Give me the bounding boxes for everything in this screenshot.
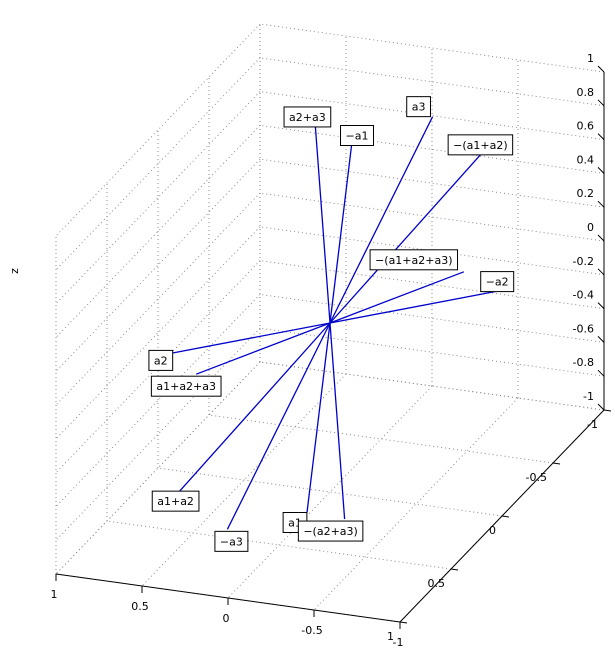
vector-label-6: a1+a2 <box>151 490 200 512</box>
z-tick-mark-5 <box>597 234 605 242</box>
vector-label-box-7 <box>447 134 514 156</box>
z-tick-label-8: 0.6 <box>577 120 595 133</box>
vector-line-10 <box>195 322 331 375</box>
vector-label-5: −a3 <box>214 530 249 552</box>
z-tick-label-5: 0 <box>587 221 594 234</box>
x-tick-label-0: -1 <box>587 418 598 431</box>
vector-label-text-3: −a2 <box>486 276 509 289</box>
vector-label-text-8: a2+a3 <box>289 111 326 124</box>
z-tick-mark-9 <box>597 99 605 107</box>
vector-label-text-11: −(a1+a2+a3) <box>375 254 452 267</box>
grid-wall-y-z-10 <box>55 23 261 237</box>
x-tick-label-2: 0 <box>489 524 496 537</box>
vector-label-text-6: a1+a2 <box>157 495 194 508</box>
y-tick-label-2: 0 <box>223 612 230 625</box>
vector-line-0 <box>306 322 331 513</box>
x-tick-label-4: 1 <box>387 630 394 643</box>
vector-label-4: a3 <box>406 96 431 118</box>
grid-floor-y-1 <box>313 397 519 611</box>
z-tick-mark-3 <box>597 302 605 309</box>
vector-label-9: −(a2+a3) <box>297 520 364 542</box>
grid-wall-y-z-2 <box>55 294 261 507</box>
z-tick-mark-0 <box>597 403 605 411</box>
grid-floor-x-1 <box>208 414 554 464</box>
z-axis-title: z <box>8 268 21 274</box>
y-tick-label-4: 1 <box>51 588 58 601</box>
z-tick-mark-1 <box>597 369 605 377</box>
vector-label-box-10 <box>150 375 222 397</box>
z-tick-label-2: -0.6 <box>573 322 594 335</box>
vector-label-text-9: −(a2+a3) <box>303 525 358 538</box>
z-tick-label-10: 1 <box>587 52 594 65</box>
vector-line-3 <box>329 288 506 324</box>
z-tick-mark-4 <box>597 268 605 276</box>
x-tick-mark-1 <box>552 462 561 465</box>
vector-label-box-9 <box>297 520 364 542</box>
vector-label-box-5 <box>214 530 249 552</box>
vector-label-8: a2+a3 <box>283 106 332 128</box>
x-tick-mark-0 <box>603 409 612 412</box>
x-tick-label-3: 0.5 <box>428 577 446 590</box>
z-tick-mark-6 <box>597 200 605 208</box>
vector-line-5 <box>226 322 331 530</box>
vector-label-2: a2 <box>148 349 174 371</box>
z-tick-label-3: -0.4 <box>573 289 594 302</box>
vector-line-1 <box>329 133 354 324</box>
tick-labels: -1-0.8-0.6-0.4-0.200.20.40.60.81-1-0.500… <box>51 52 599 649</box>
axes <box>55 65 612 629</box>
vector-label-box-4 <box>406 96 431 118</box>
grid-floor-y-2 <box>227 385 433 599</box>
x-tick-label-1: -0.5 <box>526 471 547 484</box>
x-tick-mark-2 <box>501 515 510 518</box>
vector-label-box-2 <box>148 349 174 371</box>
z-tick-label-0: -1 <box>583 390 594 403</box>
z-tick-label-7: 0.4 <box>577 153 595 166</box>
y-tick-label-3: 0.5 <box>131 600 149 613</box>
vector-label-box-1 <box>340 125 374 146</box>
y-tick-label-1: -0.5 <box>301 624 322 637</box>
vector-label-text-4: a3 <box>412 101 426 114</box>
vector-label-10: a1+a2+a3 <box>150 375 222 397</box>
z-tick-mark-7 <box>597 167 605 174</box>
vector-label-box-8 <box>283 106 332 128</box>
z-tick-label-9: 0.8 <box>577 86 595 99</box>
vector-line-9 <box>329 322 346 520</box>
z-tick-mark-2 <box>597 336 605 343</box>
z-tick-label-4: -0.2 <box>573 255 594 268</box>
vector-label-text-7: −(a1+a2) <box>453 139 508 152</box>
vector-line-4 <box>329 116 434 324</box>
x-tick-mark-3 <box>450 568 459 571</box>
z-tick-label-1: -0.8 <box>573 356 594 369</box>
vector-label-text-2: a2 <box>154 354 168 367</box>
vector-label-1: −a1 <box>340 125 374 146</box>
vector-label-3: −a2 <box>480 271 515 293</box>
vector-label-text-5: −a3 <box>220 535 243 548</box>
vector-label-text-10: a1+a2+a3 <box>156 380 216 393</box>
grid-lines <box>55 23 605 623</box>
vector-line-2 <box>154 322 331 358</box>
vector-label-box-11 <box>369 249 459 271</box>
x-tick-mark-4 <box>399 621 408 624</box>
z-tick-label-6: 0.2 <box>577 187 595 200</box>
vector-label-box-6 <box>151 490 200 512</box>
vector-line-7 <box>329 154 481 324</box>
vector-line-8 <box>314 126 331 324</box>
vector-lines <box>154 116 506 530</box>
grid-wall-x-z-10 <box>259 23 605 73</box>
vector-labels: a1−a1a2−a2a3−a3a1+a2−(a1+a2)a2+a3−(a2+a3… <box>148 96 515 552</box>
vector-label-7: −(a1+a2) <box>447 134 514 156</box>
vector-label-11: −(a1+a2+a3) <box>369 249 459 271</box>
vector-line-6 <box>179 322 331 492</box>
z-tick-mark-10 <box>597 65 605 73</box>
vector-label-box-3 <box>480 271 515 293</box>
vector-line-11 <box>329 271 465 324</box>
grid-floor-x-2 <box>157 467 503 517</box>
z-tick-mark-8 <box>597 133 605 140</box>
y-tick-label-0: -1 <box>393 636 404 649</box>
vector-label-text-1: −a1 <box>346 130 369 143</box>
